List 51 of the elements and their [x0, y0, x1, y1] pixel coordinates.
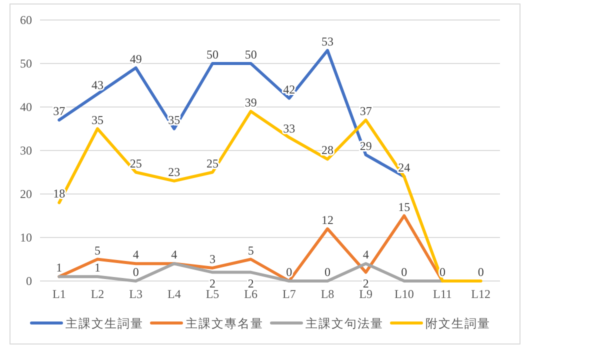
- legend-label: 主課文句法量: [306, 316, 384, 330]
- x-tick-label: L4: [167, 287, 181, 301]
- legend-label: 主課文專名量: [186, 316, 264, 330]
- data-label: 33: [283, 121, 296, 136]
- data-label: 12: [322, 212, 334, 227]
- data-label: 24: [398, 160, 410, 175]
- y-tick-label: 60: [20, 13, 32, 27]
- data-label: 1: [94, 260, 100, 275]
- x-tick-label: L12: [471, 287, 491, 301]
- data-label: 28: [322, 143, 334, 158]
- x-tick-label: L2: [90, 287, 104, 301]
- data-label: 53: [322, 34, 334, 48]
- x-tick-label: L3: [129, 287, 143, 301]
- data-label: 42: [283, 82, 296, 96]
- x-tick-label: L7: [282, 287, 296, 301]
- data-label: 50: [206, 48, 218, 62]
- data-label: 3: [210, 252, 216, 266]
- data-label: 39: [244, 95, 257, 110]
- data-label: 4: [362, 248, 369, 262]
- data-label: 4: [132, 248, 139, 262]
- data-label: 25: [130, 156, 142, 170]
- data-label: 0: [440, 265, 446, 279]
- x-tick-label: L11: [433, 287, 452, 301]
- data-label: 23: [168, 164, 180, 179]
- x-tick-label: L10: [394, 287, 414, 301]
- y-tick-label: 20: [20, 187, 32, 201]
- y-tick-label: 40: [20, 100, 32, 114]
- data-label: 49: [130, 52, 142, 66]
- data-label: 37: [360, 104, 372, 118]
- y-tick-label: 10: [20, 230, 32, 244]
- data-label: 0: [478, 265, 484, 279]
- y-tick-label: 30: [20, 144, 32, 158]
- data-label: 0: [401, 265, 408, 279]
- y-tick-label: 0: [26, 274, 32, 288]
- data-label: 1: [56, 260, 62, 275]
- data-label: 37: [53, 104, 66, 118]
- x-tick-label: L1: [52, 287, 66, 301]
- data-label: 50: [244, 48, 257, 62]
- data-label: 35: [92, 112, 104, 127]
- legend-label: 主課文生詞量: [66, 316, 144, 330]
- data-label: 0: [286, 265, 292, 279]
- y-tick-label: 50: [20, 56, 32, 70]
- data-label: 5: [248, 243, 254, 258]
- data-label: 43: [92, 78, 104, 92]
- legend-label: 附文生詞量: [426, 316, 490, 330]
- data-label: 5: [94, 243, 100, 258]
- data-label: 4: [171, 248, 178, 262]
- data-label: 0: [324, 265, 330, 279]
- data-label: 15: [398, 200, 410, 214]
- x-tick-label: L8: [320, 287, 334, 301]
- data-label: 0: [132, 265, 139, 279]
